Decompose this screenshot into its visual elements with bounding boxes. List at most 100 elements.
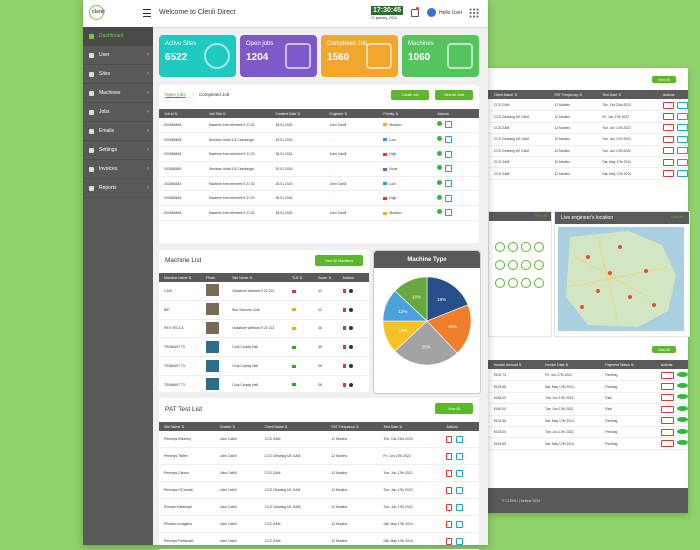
delete-icon[interactable] (342, 288, 346, 293)
approve-icon[interactable] (437, 150, 443, 156)
table-row[interactable]: €102.66 Sat, May 17th 2014 Pending (488, 416, 688, 427)
pdf-icon[interactable] (660, 383, 674, 391)
calendar-event-icon[interactable] (495, 260, 505, 270)
calendar-event-icon[interactable] (508, 260, 518, 270)
calendar-view-all-link[interactable]: View All (534, 214, 547, 218)
edit-icon[interactable] (676, 135, 688, 143)
map-view[interactable] (558, 227, 684, 331)
sidebar-item-machines[interactable]: Machines › (83, 84, 153, 103)
back-pat-view-all-button[interactable]: View All (652, 76, 676, 83)
edit-icon[interactable] (456, 452, 464, 460)
machine-col-3[interactable]: TLS ⇅ (291, 275, 303, 280)
table-row[interactable]: 2024568A9 Machine from element 9 21 02 28.… (159, 147, 479, 163)
stat-card-2[interactable]: Completed Job 1560 (321, 35, 398, 77)
calendar-event-icon[interactable] (508, 242, 518, 252)
edit-icon[interactable] (676, 101, 688, 109)
calendar-event-icon[interactable] (508, 278, 518, 288)
edit-icon[interactable] (456, 503, 464, 511)
table-row[interactable]: REX VECCA Vodafone Wexford 9 21 022 36 (159, 320, 369, 339)
calendar-event-icon[interactable] (521, 278, 531, 288)
pdf-icon[interactable] (662, 147, 674, 155)
pdf-icon[interactable] (660, 440, 674, 448)
pdf-icon[interactable] (446, 486, 453, 494)
table-row[interactable]: CCS Cleaning UK GAM 12 Months Tue, Jun 17t… (488, 146, 688, 157)
pdf-icon[interactable] (662, 158, 674, 166)
col-client[interactable]: Client Name ⇅ (494, 92, 518, 97)
table-row[interactable]: €160.00 Tue, Jun 17th 2022 Paid (488, 404, 688, 416)
table-row[interactable]: Pennnys Tralee John Cahill CCS Cleaning UK… (159, 448, 479, 465)
sidebar-item-settings[interactable]: Settings › (83, 141, 153, 160)
table-row[interactable]: €133.00 Tue, Jun 17th 2022 Pending (488, 427, 688, 439)
machine-col-1[interactable]: Photo (206, 275, 216, 280)
pat-col-5[interactable]: Actions (446, 424, 458, 429)
table-row[interactable]: CCS GAM 12 Months Sat, May 17th 2014 (488, 168, 688, 180)
sidebar-item-dashboard[interactable]: Dashboard (83, 27, 153, 46)
edit-icon[interactable] (676, 147, 688, 155)
pie-slice[interactable] (394, 276, 428, 322)
table-row[interactable]: TENNANT T3 Cork County Hall 36 (159, 357, 369, 376)
gear-icon[interactable] (348, 345, 353, 350)
pie-slice[interactable] (426, 304, 472, 354)
tab-open-jobs[interactable]: Open jobs (165, 92, 186, 98)
pdf-icon[interactable] (446, 452, 453, 460)
gear-icon[interactable] (348, 307, 353, 312)
table-row[interactable]: 2024568A9 Machine from element 9 21 02 28.… (159, 118, 479, 133)
view-all-jobs-button[interactable]: View All Jobs (435, 90, 473, 100)
edit-icon[interactable] (445, 136, 453, 144)
user-greeting[interactable]: Hello User (439, 10, 463, 16)
sidebar-item-reports[interactable]: Reports › (83, 179, 153, 198)
edit-icon[interactable] (676, 170, 688, 178)
machine-col-4[interactable]: Score ⇅ (318, 275, 332, 280)
invoice-view-all-button[interactable]: View All (652, 346, 676, 353)
pie-slice[interactable] (394, 320, 458, 366)
view-all-machines-button[interactable]: View All Machines (315, 255, 363, 266)
edit-icon[interactable] (445, 180, 453, 188)
calendar-event-icon[interactable] (521, 242, 531, 252)
table-row[interactable]: 2024568A9 Services Units 5-8 Clondaugh 29.… (159, 133, 479, 148)
gear-icon[interactable] (348, 364, 353, 369)
edit-icon[interactable] (445, 209, 453, 217)
col-test-date[interactable]: Test Date ⇅ (602, 92, 622, 97)
pat-col-1[interactable]: Creator ⇅ (219, 424, 236, 429)
pdf-icon[interactable] (662, 124, 674, 132)
gear-icon[interactable] (348, 288, 353, 293)
pdf-icon[interactable] (446, 520, 453, 528)
table-row[interactable]: €163.99 Sat, May 17th 2014 Pending (488, 438, 688, 450)
pdf-icon[interactable] (662, 113, 674, 121)
avatar[interactable] (427, 8, 436, 17)
col-frequency[interactable]: PAT Frequency ⇅ (554, 92, 583, 97)
table-row[interactable]: Primark Edinburgh John Cahill CCS Cleaning… (159, 499, 479, 516)
gear-icon[interactable] (348, 382, 353, 387)
pat-col-0[interactable]: Site Name ⇅ (164, 424, 185, 429)
edit-icon[interactable] (445, 121, 453, 129)
stat-card-0[interactable]: Active Sites 6522 (159, 35, 236, 77)
pdf-icon[interactable] (662, 135, 674, 143)
pdf-icon[interactable] (446, 435, 453, 443)
pie-slice[interactable] (426, 276, 469, 322)
pdf-icon[interactable] (662, 170, 674, 178)
table-row[interactable]: Pennnys Carlow John Cahill CCS GAM 12 Month… (159, 465, 479, 482)
gear-icon[interactable] (348, 326, 353, 331)
table-row[interactable]: 2024568A9 Services Units 5-8 Clondaugh 29.… (159, 162, 479, 177)
check-icon[interactable] (676, 405, 688, 411)
approve-icon[interactable] (437, 209, 443, 215)
notification-bell-icon[interactable] (411, 9, 419, 17)
edit-icon[interactable] (445, 165, 453, 173)
pdf-icon[interactable] (660, 417, 674, 425)
table-row[interactable]: TENNANT T3 Cork County Hall 36 (159, 376, 369, 395)
table-row[interactable]: €102.74 Fri, Jun 17th 2022 Pending (488, 370, 688, 382)
sidebar-item-invoices[interactable]: Invoices › (83, 160, 153, 179)
col-payment-status[interactable]: Payment Status ⇅ (605, 362, 634, 367)
calendar-event-icon[interactable] (534, 260, 544, 270)
calendar-event-icon[interactable] (521, 260, 531, 270)
table-row[interactable]: CCS GAM 12 Months Sat, May 17th 2014 (488, 157, 688, 169)
table-row[interactable]: €129.66 Sat, May 17th 2014 Pending (488, 381, 688, 393)
check-icon[interactable] (676, 371, 688, 377)
col-invoice-date[interactable]: Invoice Date ⇅ (545, 362, 569, 367)
col-invoice-amount[interactable]: Invoice Amount ⇅ (494, 362, 522, 367)
tab-completed-jobs[interactable]: Completed Job (199, 92, 230, 97)
machine-col-5[interactable]: Actions (342, 275, 354, 280)
edit-icon[interactable] (676, 158, 688, 166)
check-icon[interactable] (676, 383, 688, 389)
delete-icon[interactable] (342, 307, 346, 312)
